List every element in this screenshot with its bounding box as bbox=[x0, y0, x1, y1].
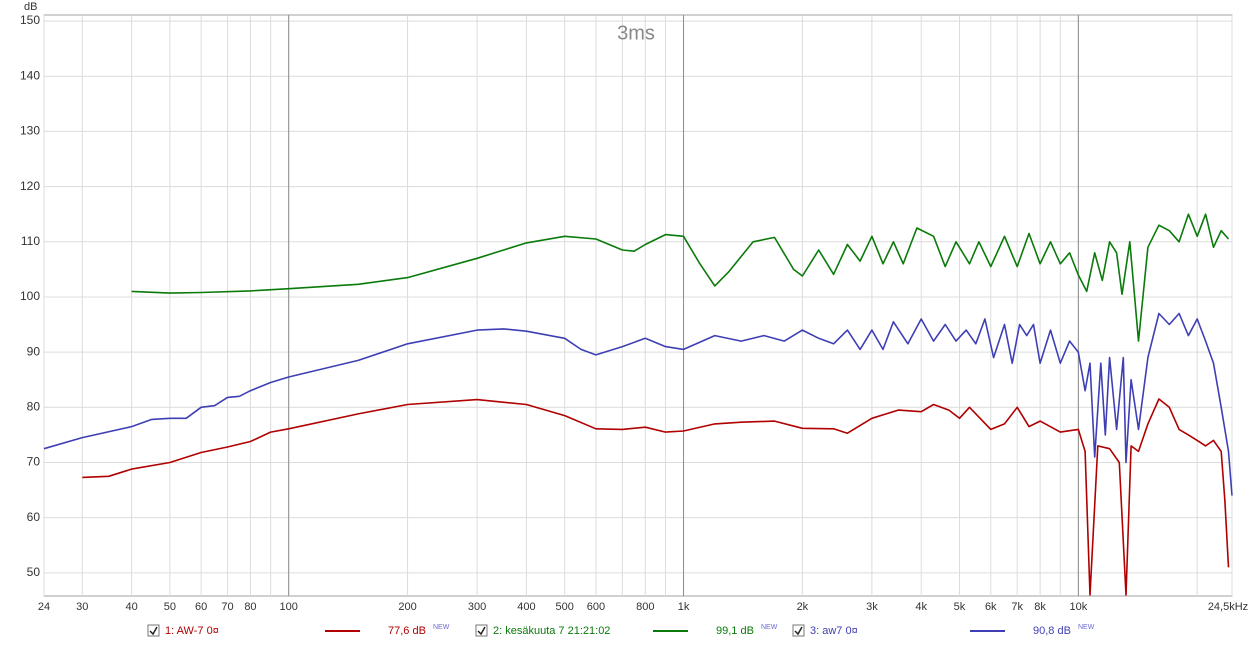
x-tick-label: 50 bbox=[164, 601, 176, 613]
y-tick-label: 140 bbox=[20, 68, 40, 82]
x-tick-label: 1k bbox=[678, 601, 690, 613]
y-axis-label: dB bbox=[24, 1, 37, 13]
legend-badge: NEW bbox=[1078, 624, 1095, 631]
x-tick-label: 70 bbox=[221, 601, 233, 613]
legend-check bbox=[149, 626, 158, 636]
y-tick-label: 60 bbox=[27, 510, 41, 524]
legend-checkbox bbox=[792, 624, 805, 637]
chart-title: 3ms bbox=[617, 22, 655, 44]
y-tick-label: 130 bbox=[20, 124, 40, 138]
legend-entry: 3: aw7 0¤ 90,8 dB NEW bbox=[792, 624, 1095, 637]
x-tick-label: 5k bbox=[954, 601, 966, 613]
x-tick-label: 10k bbox=[1069, 601, 1087, 613]
legend-checkbox bbox=[475, 624, 488, 637]
x-tick-label: 30 bbox=[76, 601, 88, 613]
x-tick-label: 300 bbox=[468, 601, 486, 613]
series-line bbox=[131, 213, 1230, 342]
legend-entry: 2: kesäkuuta 7 21:21:02 99,1 dB NEW bbox=[475, 624, 778, 637]
y-tick-label: 90 bbox=[27, 344, 41, 358]
legend-badge: NEW bbox=[433, 624, 450, 631]
legend-value: 77,6 dB bbox=[388, 625, 426, 637]
x-tick-label: 40 bbox=[125, 601, 137, 613]
legend-name: 1: AW-7 0¤ bbox=[165, 625, 219, 637]
legend-check bbox=[477, 626, 486, 636]
x-tick-label: 7k bbox=[1011, 601, 1023, 613]
legend-value: 90,8 dB bbox=[1033, 625, 1071, 637]
legend-check bbox=[794, 626, 803, 636]
legend-name: 2: kesäkuuta 7 21:21:02 bbox=[493, 625, 610, 637]
y-tick-label: 120 bbox=[20, 179, 40, 193]
x-tick-label: 3k bbox=[866, 601, 878, 613]
y-tick-label: 80 bbox=[27, 399, 41, 413]
x-tick-label: 60 bbox=[195, 601, 207, 613]
x-tick-label: 200 bbox=[398, 601, 416, 613]
series-line bbox=[43, 312, 1233, 496]
x-tick-label: 600 bbox=[587, 601, 605, 613]
legend-value: 99,1 dB bbox=[716, 625, 754, 637]
x-tick-label: 80 bbox=[244, 601, 256, 613]
legend-badge: NEW bbox=[761, 624, 778, 631]
legend-entry: 1: AW-7 0¤ 77,6 dB NEW bbox=[147, 624, 450, 637]
series-line bbox=[82, 398, 1230, 596]
y-tick-label: 110 bbox=[21, 234, 40, 248]
x-tick-label: 4k bbox=[915, 601, 927, 613]
y-tick-label: 70 bbox=[27, 455, 41, 469]
x-tick-label: 6k bbox=[985, 601, 997, 613]
y-tick-label: 100 bbox=[20, 289, 40, 303]
y-tick-label: 150 bbox=[20, 13, 40, 27]
x-tick-label: 500 bbox=[555, 601, 573, 613]
x-tick-label: 24,5kHz bbox=[1208, 601, 1248, 613]
x-tick-label: 2k bbox=[797, 601, 809, 613]
y-tick-label: 50 bbox=[27, 565, 41, 579]
plot-area bbox=[43, 14, 1233, 597]
x-tick-label: 400 bbox=[517, 601, 535, 613]
x-tick-label: 24 bbox=[38, 601, 50, 613]
legend-checkbox bbox=[147, 624, 160, 637]
x-tick-label: 8k bbox=[1034, 601, 1046, 613]
x-tick-label: 100 bbox=[280, 601, 298, 613]
x-tick-label: 800 bbox=[636, 601, 654, 613]
legend-name: 3: aw7 0¤ bbox=[810, 625, 858, 637]
